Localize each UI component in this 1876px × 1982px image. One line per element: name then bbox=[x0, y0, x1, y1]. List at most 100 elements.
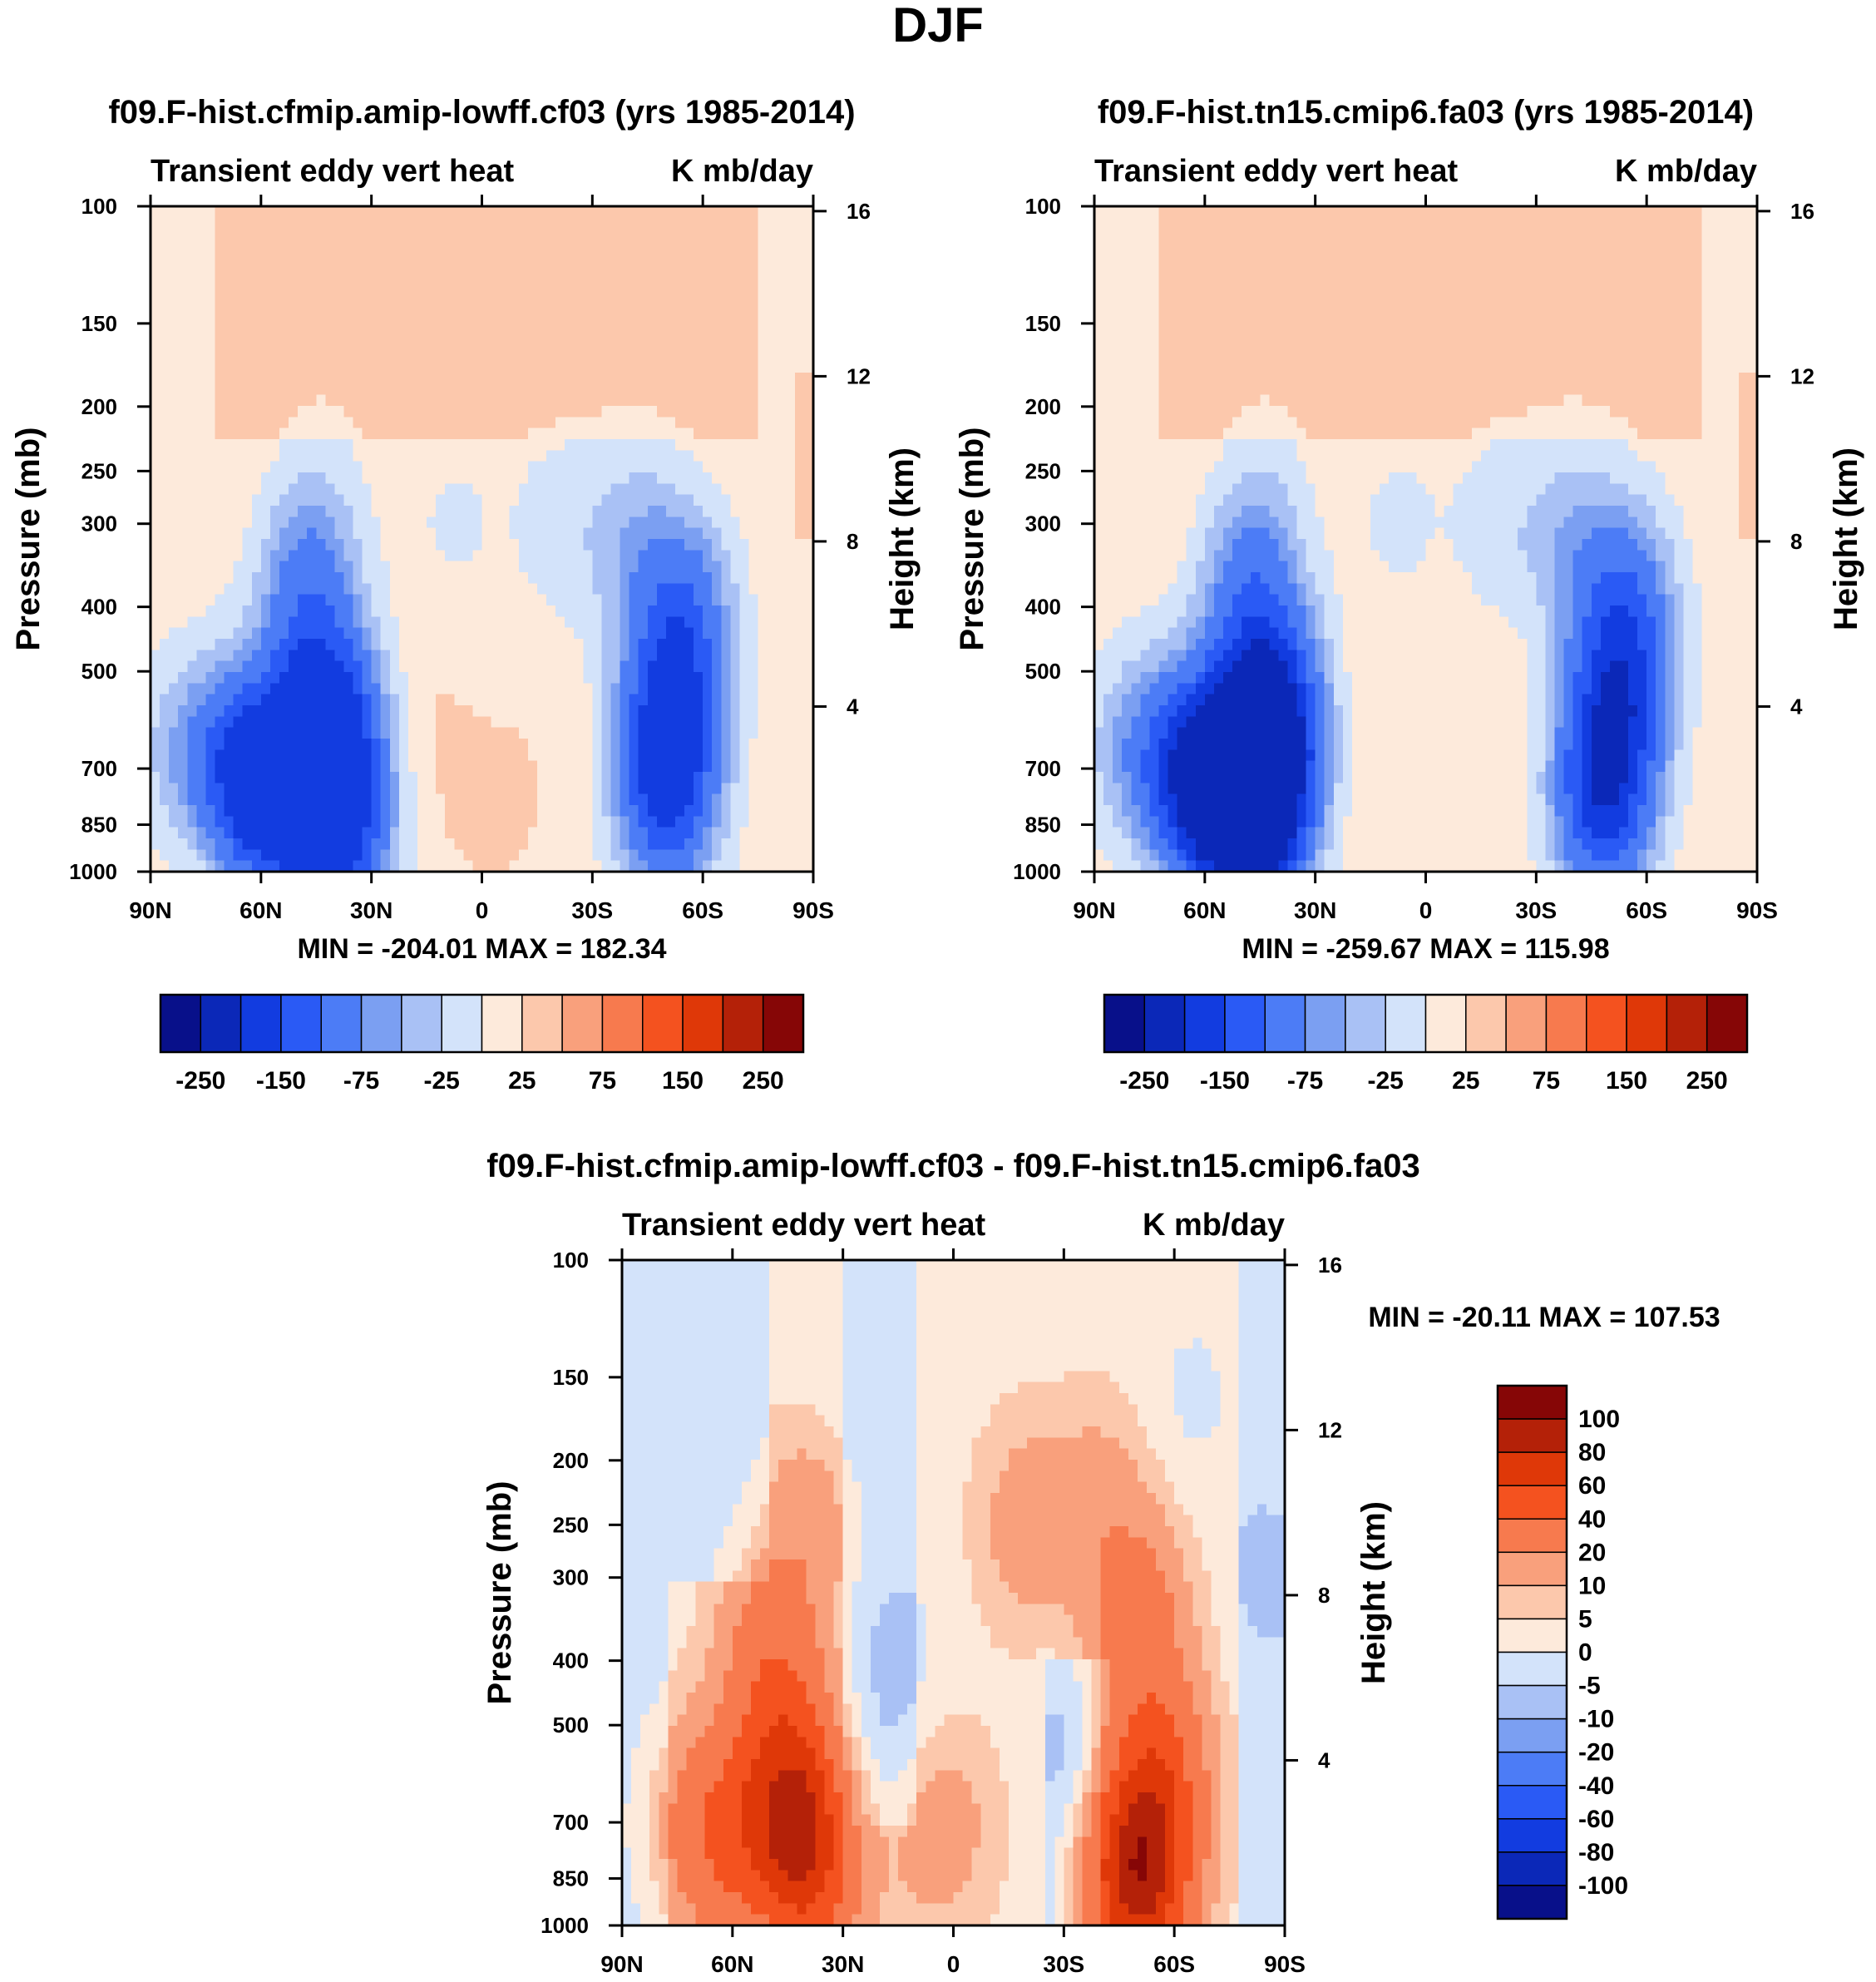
panel1-cell bbox=[703, 639, 713, 650]
panel1-cell bbox=[427, 350, 437, 363]
panel1-cell bbox=[684, 472, 694, 484]
panel2-cell bbox=[1296, 206, 1307, 218]
panel1-cell bbox=[694, 527, 704, 540]
panel1-cell bbox=[730, 583, 741, 596]
panel2-cell bbox=[1361, 261, 1371, 274]
panel1-cell bbox=[196, 639, 207, 650]
panel1-cell bbox=[445, 317, 455, 329]
panel1-cell bbox=[583, 583, 593, 596]
panel1-cell bbox=[684, 561, 694, 573]
panel2-cell bbox=[1499, 261, 1509, 274]
panel1-cell bbox=[803, 494, 814, 507]
panel1-cell bbox=[629, 406, 639, 418]
panel1-cell bbox=[767, 639, 778, 650]
panel1-cell bbox=[574, 383, 584, 396]
panel1-cell bbox=[151, 494, 160, 507]
panel1-cell bbox=[445, 461, 455, 473]
panel1-cell bbox=[730, 783, 741, 795]
panel2-cell bbox=[1545, 284, 1556, 296]
panel1-cell bbox=[307, 550, 317, 562]
panel2-cell bbox=[1140, 250, 1151, 263]
panel1-cell bbox=[767, 539, 778, 551]
panel1-cell bbox=[638, 450, 649, 462]
panel1-cell bbox=[592, 472, 602, 484]
panel1-cell bbox=[445, 716, 455, 729]
panel1-cell bbox=[196, 261, 207, 274]
panel2-cell bbox=[1260, 273, 1270, 284]
panel1-cell bbox=[767, 339, 778, 351]
panel1-cell bbox=[417, 428, 427, 440]
panel1-cell bbox=[251, 572, 262, 584]
panel1-cell bbox=[536, 760, 547, 773]
panel1-cell bbox=[454, 539, 464, 551]
panel1-cell bbox=[242, 494, 253, 507]
panel1-cell bbox=[638, 472, 649, 484]
panel1-cell bbox=[647, 816, 658, 828]
panel1-cell bbox=[776, 450, 787, 462]
panel1-cell bbox=[472, 605, 483, 617]
panel1-cell bbox=[454, 716, 464, 729]
panel1-cell bbox=[730, 539, 741, 551]
panel1-cell bbox=[242, 583, 253, 596]
panel1-cell bbox=[592, 672, 602, 684]
panel1-cell bbox=[445, 350, 455, 363]
panel1-cell bbox=[353, 328, 363, 340]
panel1-cell bbox=[380, 694, 391, 706]
panel1-cell bbox=[269, 439, 280, 451]
panel1-cell bbox=[758, 383, 768, 396]
panel1-cell bbox=[160, 550, 170, 562]
panel2-cell bbox=[1158, 228, 1169, 240]
panel1-cell bbox=[334, 306, 345, 318]
panel1-cell bbox=[242, 294, 253, 307]
panel1-cell bbox=[601, 439, 612, 451]
panel1-cell bbox=[307, 783, 317, 795]
panel1-cell bbox=[269, 483, 280, 496]
panel2-cell bbox=[1222, 240, 1233, 251]
panel1-cell bbox=[527, 616, 538, 629]
panel1-cell bbox=[546, 616, 556, 629]
panel1-cell bbox=[730, 627, 741, 640]
panel1-cell bbox=[251, 827, 262, 839]
panel1-cell bbox=[260, 639, 271, 650]
panel2-cell bbox=[1315, 284, 1326, 296]
panel1-cell bbox=[436, 517, 446, 529]
panel1-cell bbox=[334, 793, 345, 806]
panel1-cell bbox=[601, 328, 612, 340]
panel1-cell bbox=[380, 793, 391, 806]
panel1-cell bbox=[445, 383, 455, 396]
panel1-cell bbox=[638, 805, 649, 817]
panel1-cell bbox=[196, 760, 207, 773]
panel1-cell bbox=[730, 284, 741, 296]
panel2-cell bbox=[1103, 261, 1113, 274]
panel1-cell bbox=[518, 250, 529, 263]
panel2-cell bbox=[1168, 217, 1178, 230]
panel2-cell bbox=[1572, 206, 1583, 218]
panel1-cell bbox=[536, 494, 547, 507]
panel1-cell bbox=[481, 838, 492, 850]
panel1-cell bbox=[481, 483, 492, 496]
panel2-cell bbox=[1158, 273, 1169, 284]
panel1-cell bbox=[739, 517, 750, 529]
panel1-cell bbox=[491, 672, 501, 684]
panel1-cell bbox=[279, 716, 289, 729]
panel1-cell bbox=[196, 361, 207, 373]
panel1-cell bbox=[160, 472, 170, 484]
panel1-cell bbox=[665, 660, 676, 673]
panel1-cell bbox=[776, 494, 787, 507]
panel1-cell bbox=[536, 672, 547, 684]
panel2-cell bbox=[1747, 273, 1758, 284]
panel1-cell bbox=[445, 594, 455, 606]
panel1-cell bbox=[518, 739, 529, 750]
panel1-cell bbox=[215, 650, 225, 662]
panel1-cell bbox=[407, 805, 418, 817]
panel1-cell bbox=[417, 793, 427, 806]
panel1-cell bbox=[629, 494, 639, 507]
panel1-cell bbox=[500, 594, 511, 606]
panel1-cell bbox=[233, 739, 244, 750]
panel2-cell bbox=[1131, 228, 1141, 240]
panel1-cell bbox=[269, 639, 280, 650]
panel1-cell bbox=[233, 306, 244, 318]
panel1-cell bbox=[251, 605, 262, 617]
panel1-cell bbox=[684, 350, 694, 363]
panel2-cell bbox=[1149, 261, 1160, 274]
